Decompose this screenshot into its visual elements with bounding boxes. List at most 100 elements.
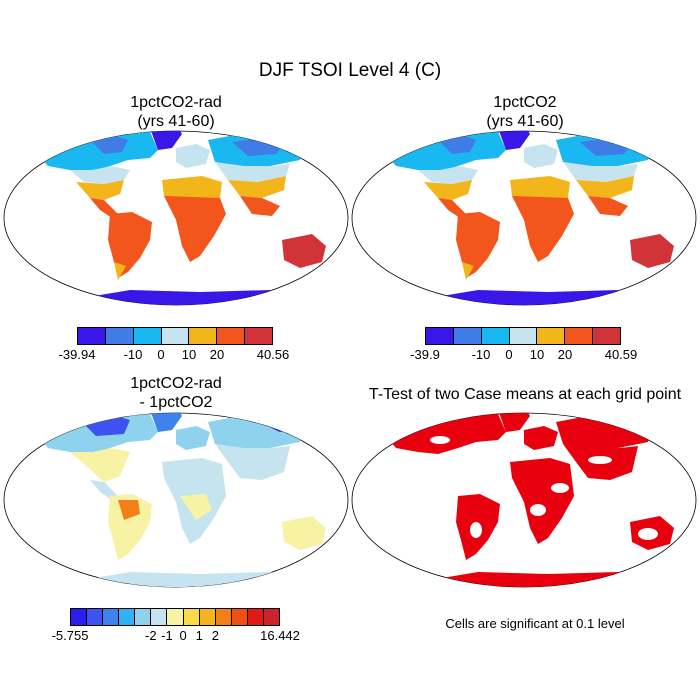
colorbar-3-swatch-5: [134, 609, 151, 625]
panel-2-title: 1pctCO2 (yrs 41-60): [385, 93, 665, 131]
colorbar-3-swatch-1: [71, 609, 87, 625]
colorbar-1-label-3: 0: [157, 347, 165, 362]
map-2-south-america: [456, 212, 500, 278]
map-4-sig-europe: [524, 426, 558, 450]
panel-1-title: 1pctCO2-rad (yrs 41-60): [36, 93, 316, 131]
map-2-asia-warm: [576, 176, 634, 198]
map-2-india-seasia: [588, 196, 628, 216]
colorbar-1-label-1: -39.94: [58, 347, 96, 362]
map-2-north-america-warm: [424, 180, 472, 200]
map-2-central-america: [438, 198, 468, 218]
colorbar-3-swatch-7: [166, 609, 183, 625]
colorbar-1-swatch-2: [104, 328, 133, 344]
map-4-nonsig-2: [551, 483, 569, 493]
colorbar-3-label-1: -5.755: [51, 628, 89, 643]
map-2-north-america-mid: [418, 166, 478, 184]
map-3-central-america: [90, 480, 120, 500]
panel-3-title-line1: 1pctCO2-rad: [130, 375, 222, 392]
colorbar-2-label-1: -39.9: [410, 347, 440, 362]
map-panel-3: [3, 412, 349, 588]
colorbar-3-swatch-12: [246, 609, 263, 625]
colorbar-3-swatch-8: [182, 609, 199, 625]
map-2-africa-south: [512, 196, 574, 262]
colorbar-1-swatch-7: [244, 328, 273, 344]
map-4-sig-asia: [556, 416, 653, 448]
map-1-central-america: [90, 198, 120, 218]
colorbar-2-swatch-4: [508, 328, 537, 344]
colorbar-3-swatch-3: [102, 609, 119, 625]
panel-3-title-line2: - 1pctCO2: [139, 394, 213, 411]
map-1-north-america-cold: [36, 131, 158, 172]
map-1-africa-south: [164, 196, 226, 262]
colorbar-3-label-5: 1: [195, 628, 203, 643]
map-3-europe: [176, 426, 210, 450]
map-2-north-america-cold: [384, 131, 506, 172]
panel-3-title: 1pctCO2-rad - 1pctCO2: [36, 374, 316, 412]
colorbar-1-label-5: 20: [209, 347, 225, 362]
colorbar-2-label-6: 40.59: [604, 347, 638, 362]
colorbar-3-label-3: -1: [161, 628, 173, 643]
map-3-australia: [282, 516, 326, 550]
colorbar-3-swatch-10: [214, 609, 231, 625]
map-2-south-america-tip: [462, 262, 474, 280]
significance-note: Cells are significant at 0.1 level: [445, 616, 625, 631]
map-1-north-america-warm: [76, 180, 124, 200]
colorbar-3-swatch-11: [230, 609, 247, 625]
colorbar-1: [77, 327, 273, 345]
map-3-africa-yellow: [180, 494, 212, 520]
map-3-greenland: [150, 413, 182, 432]
panel-1-title-line1: 1pctCO2-rad: [130, 94, 222, 111]
map-1-india-seasia: [240, 196, 280, 216]
colorbar-1-label-4: 10: [181, 347, 197, 362]
map-2-greenland: [498, 131, 530, 150]
map-3-north-america-south: [70, 448, 130, 482]
colorbar-3-labels: -5.755 -2 -1 0 1 2 16.442: [52, 628, 300, 644]
colorbar-2-label-5: 20: [557, 347, 573, 362]
map-1-asia-warm: [228, 176, 286, 198]
map-1-south-america-tip: [114, 262, 126, 280]
colorbar-2-swatch-7: [592, 328, 621, 344]
map-4-nonsig-3: [588, 456, 612, 464]
panel-4-title: T-Test of two Case means at each grid po…: [368, 386, 682, 403]
map-3-asia: [208, 416, 305, 448]
map-4-sig-north-america: [384, 413, 506, 454]
colorbar-2: [425, 327, 621, 345]
colorbar-3-swatch-4: [118, 609, 135, 625]
colorbar-2-labels: -39.9 -10 0 10 20 40.59: [410, 347, 637, 363]
colorbar-2-swatch-3: [480, 328, 509, 344]
map-4-nonsig-6: [530, 504, 546, 516]
colorbar-2-label-2: -10: [471, 347, 491, 362]
map-1-asia-mid: [215, 162, 290, 182]
map-3-asia-south: [215, 444, 290, 480]
map-1-australia: [282, 234, 326, 268]
colorbar-1-label-2: -10: [123, 347, 143, 362]
panel-2-title-line1: 1pctCO2: [493, 94, 557, 111]
colorbar-2-label-3: 0: [505, 347, 513, 362]
map-1-greenland: [150, 131, 182, 150]
map-4-nonsig-4: [638, 528, 658, 540]
colorbar-1-labels: -39.94 -10 0 10 20 40.56: [59, 347, 290, 363]
map-4-nonsig-1: [430, 436, 450, 444]
colorbar-3-swatch-6: [150, 609, 167, 625]
colorbar-3-swatch-2: [86, 609, 103, 625]
colorbar-1-swatch-5: [188, 328, 217, 344]
map-4-sig-africa: [510, 458, 574, 544]
colorbar-3-swatch-9: [198, 609, 215, 625]
colorbar-1-swatch-1: [78, 328, 105, 344]
figure-title: DJF TSOI Level 4 (C): [258, 60, 442, 81]
map-1-europe: [176, 144, 210, 168]
panel-1-title-line2: (yrs 41-60): [137, 113, 215, 130]
map-4-sig-greenland: [498, 413, 530, 432]
map-2-europe: [524, 144, 558, 168]
colorbar-1-swatch-6: [216, 328, 245, 344]
colorbar-3: [70, 608, 280, 626]
map-3-south-america: [108, 494, 152, 560]
colorbar-3-swatch-13: [262, 609, 280, 625]
map-panel-1: [3, 130, 349, 306]
colorbar-3-label-7: 16.442: [260, 628, 300, 643]
map-2-australia: [630, 234, 674, 268]
panel-2-title-line2: (yrs 41-60): [486, 113, 564, 130]
map-1-africa-north: [162, 176, 222, 202]
colorbar-1-swatch-4: [160, 328, 189, 344]
